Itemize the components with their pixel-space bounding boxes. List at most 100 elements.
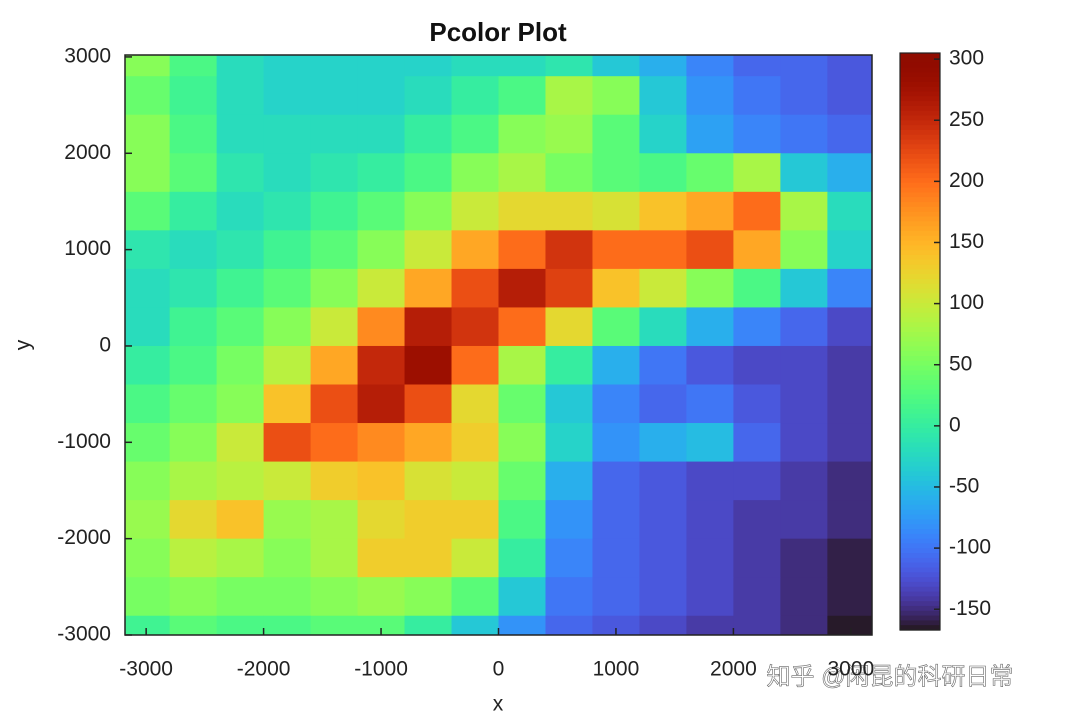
heatmap-cell: [498, 500, 547, 540]
heatmap-cell: [357, 500, 406, 540]
heatmap-cell: [545, 345, 594, 386]
colorbar-swatch: [900, 72, 940, 78]
heatmap-cell: [125, 345, 171, 386]
heatmap-cell: [125, 55, 171, 77]
heatmap-cell: [733, 461, 781, 501]
colorbar-swatch: [900, 182, 940, 189]
heatmap-cell: [686, 461, 735, 501]
colorbar-swatch: [900, 245, 940, 251]
colorbar-swatch: [900, 81, 940, 88]
colorbar-swatch: [900, 351, 940, 357]
colorbar-swatch: [900, 115, 940, 121]
x-axis-label: x: [493, 693, 504, 716]
colorbar-swatch: [900, 178, 940, 184]
heatmap-cell: [169, 191, 218, 231]
heatmap-cell: [125, 307, 171, 347]
heatmap-cell: [545, 423, 594, 463]
heatmap-cell: [404, 500, 453, 540]
heatmap-cell: [780, 55, 828, 77]
heatmap-cell: [216, 191, 265, 231]
heatmap-cell: [733, 500, 781, 540]
heatmap-cell: [733, 615, 781, 635]
heatmap-cell: [639, 384, 688, 424]
heatmap-cell: [263, 76, 312, 116]
heatmap-cell: [451, 76, 500, 116]
colorbar-tick-label: 150: [949, 230, 984, 253]
colorbar-swatch: [900, 293, 940, 299]
heatmap-cell: [686, 423, 735, 463]
heatmap-cell: [733, 384, 781, 424]
heatmap-cell: [357, 307, 406, 347]
heatmap-cell: [263, 153, 312, 193]
heatmap-cell: [451, 268, 500, 309]
heatmap-cell: [263, 345, 312, 386]
heatmap-cell: [592, 461, 641, 501]
heatmap-cell: [357, 268, 406, 309]
heatmap-cell: [216, 615, 265, 635]
heatmap-cell: [404, 268, 453, 309]
heatmap-cell: [545, 191, 594, 231]
heatmap-cell: [639, 577, 688, 617]
heatmap-cell: [592, 76, 641, 116]
heatmap-cell: [451, 191, 500, 231]
colorbar-swatch: [900, 485, 940, 492]
heatmap-cell: [263, 55, 312, 77]
colorbar-swatch: [900, 408, 940, 415]
heatmap-cell: [686, 307, 735, 347]
x-tick-label: 0: [493, 658, 505, 681]
colorbar-swatch: [900, 471, 940, 477]
heatmap-cell: [780, 500, 828, 540]
colorbar-swatch: [900, 423, 940, 429]
heatmap-cell: [733, 153, 781, 193]
colorbar-tick-label: -150: [949, 597, 991, 620]
colorbar-swatch: [900, 625, 940, 631]
colorbar-swatch: [900, 418, 940, 424]
heatmap-cell: [169, 577, 218, 617]
heatmap-cell: [263, 461, 312, 501]
heatmap-cell: [498, 345, 547, 386]
y-tick-label: -2000: [57, 526, 111, 549]
heatmap-cell: [592, 384, 641, 424]
heatmap-cell: [780, 230, 828, 270]
colorbar-swatch: [900, 384, 940, 391]
heatmap-cell: [592, 230, 641, 270]
heatmap-cell: [639, 191, 688, 231]
colorbar-tick-label: -100: [949, 536, 991, 559]
heatmap-cell: [639, 153, 688, 193]
heatmap-cell: [592, 500, 641, 540]
heatmap-cell: [780, 423, 828, 463]
heatmap-cell: [686, 268, 735, 309]
heatmap-cell: [780, 76, 828, 116]
heatmap-cell: [498, 230, 547, 270]
heatmap-cell: [310, 153, 359, 193]
colorbar-swatch: [900, 158, 940, 165]
x-tick-label: -2000: [237, 658, 291, 681]
heatmap-cell: [686, 76, 735, 116]
heatmap-cell: [545, 114, 594, 154]
heatmap-cell: [827, 577, 872, 617]
heatmap-cell: [827, 423, 872, 463]
colorbar-swatch: [900, 461, 940, 468]
x-tick-label: 2000: [710, 658, 757, 681]
heatmap-cell: [169, 268, 218, 309]
heatmap-cell: [498, 114, 547, 154]
heatmap-cell: [357, 55, 406, 77]
colorbar-swatch: [900, 129, 940, 136]
heatmap-cell: [686, 615, 735, 635]
heatmap-cell: [404, 615, 453, 635]
colorbar-swatch: [900, 399, 940, 405]
heatmap-cell: [780, 384, 828, 424]
colorbar-swatch: [900, 514, 940, 521]
colorbar-swatch: [900, 432, 940, 439]
colorbar-swatch: [900, 447, 940, 453]
heatmap-cell: [639, 345, 688, 386]
heatmap-cell: [451, 384, 500, 424]
colorbar-swatch: [900, 86, 940, 93]
heatmap-cell: [639, 76, 688, 116]
heatmap-cell: [733, 55, 781, 77]
heatmap-cell: [639, 538, 688, 578]
heatmap-cell: [263, 268, 312, 309]
heatmap-cell: [451, 615, 500, 635]
colorbar-swatch: [900, 577, 940, 583]
